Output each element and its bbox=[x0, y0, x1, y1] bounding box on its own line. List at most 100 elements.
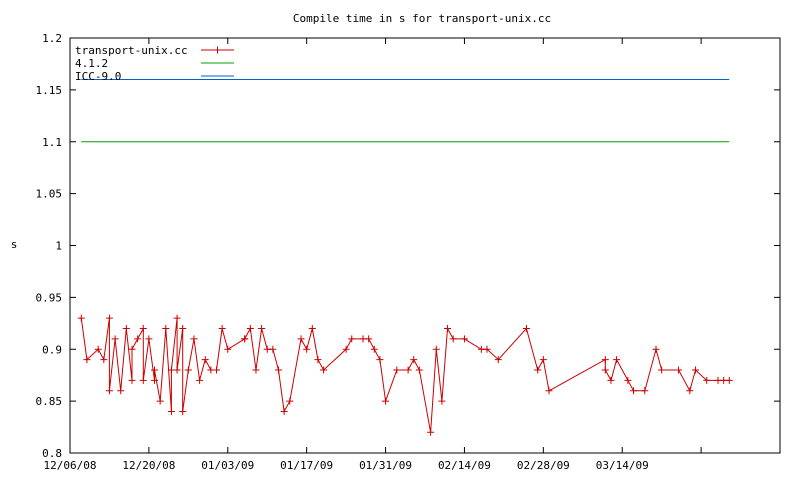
y-tick-label: 1 bbox=[55, 240, 62, 253]
data-point bbox=[410, 356, 418, 364]
data-point bbox=[184, 366, 192, 374]
x-tick-label: 01/17/09 bbox=[280, 459, 333, 472]
data-point bbox=[393, 366, 401, 374]
data-point bbox=[641, 387, 649, 395]
data-point bbox=[539, 356, 547, 364]
data-point bbox=[280, 408, 288, 415]
y-tick-label: 1.05 bbox=[36, 188, 63, 201]
chart-title: Compile time in s for transport-unix.cc bbox=[293, 12, 551, 25]
data-point bbox=[246, 325, 254, 332]
data-point bbox=[297, 335, 305, 343]
y-tick-label: 0.95 bbox=[36, 291, 63, 304]
data-point bbox=[173, 366, 181, 374]
data-point bbox=[348, 335, 356, 343]
data-point bbox=[675, 366, 683, 374]
data-point bbox=[365, 335, 373, 343]
data-point bbox=[139, 376, 147, 384]
data-point bbox=[483, 345, 491, 353]
data-point bbox=[494, 356, 502, 364]
data-point bbox=[77, 314, 85, 322]
y-tick-label: 1.2 bbox=[42, 32, 62, 45]
data-point bbox=[522, 325, 530, 332]
series-layer bbox=[77, 79, 733, 436]
data-point bbox=[703, 376, 711, 384]
data-point bbox=[173, 314, 181, 322]
plot-frame bbox=[69, 37, 781, 454]
x-tick-label: 12/06/08 bbox=[44, 459, 97, 472]
data-point bbox=[122, 325, 130, 332]
y-tick-label: 0.9 bbox=[42, 343, 62, 356]
x-tick-label: 12/20/08 bbox=[122, 459, 175, 472]
data-point bbox=[308, 325, 316, 332]
data-point bbox=[370, 345, 378, 353]
y-tick-label: 1.1 bbox=[42, 136, 62, 149]
data-point bbox=[652, 345, 660, 353]
x-tick-label: 02/28/09 bbox=[517, 459, 570, 472]
data-point bbox=[342, 345, 350, 353]
x-axis: 12/06/08 12/20/08 01/03/09 01/17/09 01/31/09… bbox=[44, 38, 702, 472]
data-point bbox=[151, 376, 159, 384]
data-point bbox=[415, 366, 423, 374]
data-point bbox=[432, 345, 440, 353]
data-point bbox=[382, 397, 390, 405]
data-point bbox=[145, 335, 153, 343]
data-point bbox=[686, 387, 694, 395]
data-point bbox=[725, 376, 733, 384]
data-point bbox=[252, 366, 260, 374]
y-tick-label: 1.15 bbox=[36, 84, 63, 97]
data-point bbox=[545, 387, 553, 395]
y-tick-label: 0.8 bbox=[42, 447, 62, 460]
data-point bbox=[105, 314, 113, 322]
data-point bbox=[314, 356, 322, 364]
data-point bbox=[94, 345, 102, 353]
data-point bbox=[534, 366, 542, 374]
y-axis-label: s bbox=[11, 238, 18, 251]
data-point bbox=[607, 376, 615, 384]
legend-label: ICC-9.0 bbox=[75, 70, 121, 83]
data-point bbox=[444, 325, 452, 332]
series-line bbox=[80, 318, 730, 433]
data-point bbox=[613, 356, 621, 364]
data-point bbox=[167, 408, 175, 415]
data-point bbox=[196, 376, 204, 384]
legend-label: 4.1.2 bbox=[75, 57, 108, 70]
data-point bbox=[134, 335, 142, 343]
data-point bbox=[601, 366, 609, 374]
y-axis: 0.8 0.85 0.9 0.95 1 1.05 1.1 1.15 1.2 bbox=[36, 32, 780, 460]
data-point bbox=[449, 335, 457, 343]
data-point bbox=[691, 366, 699, 374]
y-tick-label: 0.85 bbox=[36, 395, 63, 408]
data-point bbox=[100, 356, 108, 364]
data-point bbox=[624, 376, 632, 384]
x-tick-label: 03/14/09 bbox=[596, 459, 649, 472]
data-point bbox=[404, 366, 412, 374]
x-tick-label: 01/03/09 bbox=[201, 459, 254, 472]
data-point bbox=[224, 345, 232, 353]
data-point bbox=[201, 356, 209, 364]
data-point bbox=[151, 366, 159, 374]
x-tick-label: 01/31/09 bbox=[359, 459, 412, 472]
x-tick-label: 02/14/09 bbox=[438, 459, 491, 472]
data-point bbox=[601, 356, 609, 364]
data-point bbox=[427, 428, 435, 436]
data-point bbox=[460, 335, 468, 343]
data-point bbox=[269, 345, 277, 353]
data-point bbox=[218, 325, 226, 332]
data-point bbox=[438, 397, 446, 405]
data-point bbox=[320, 366, 328, 374]
data-point bbox=[162, 325, 170, 332]
data-point bbox=[128, 376, 136, 384]
data-point bbox=[286, 397, 294, 405]
data-point bbox=[117, 387, 125, 395]
data-point bbox=[139, 325, 147, 332]
data-point bbox=[376, 356, 384, 364]
data-point bbox=[658, 366, 666, 374]
data-point bbox=[213, 366, 221, 374]
legend-label: transport-unix.cc bbox=[75, 44, 188, 57]
data-point bbox=[179, 325, 187, 332]
data-point bbox=[258, 325, 266, 332]
data-point bbox=[156, 397, 164, 405]
data-point bbox=[179, 408, 187, 415]
